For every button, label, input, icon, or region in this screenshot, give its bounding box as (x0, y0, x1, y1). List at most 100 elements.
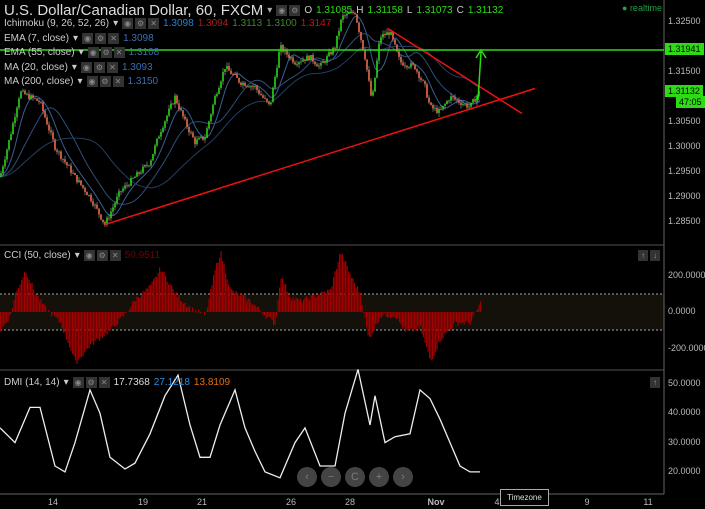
cci-bar (466, 312, 468, 321)
cci-bar (363, 312, 365, 313)
zoom-in-button[interactable]: + (369, 467, 389, 487)
candle-body (248, 86, 250, 88)
eye-icon[interactable]: ◉ (86, 76, 98, 87)
cci-bar (138, 297, 140, 312)
cci-bar (42, 304, 44, 312)
close-icon[interactable]: ✕ (108, 32, 120, 44)
gear-icon[interactable]: ⚙ (95, 32, 107, 44)
candle-body (178, 103, 180, 110)
candle-body (98, 208, 100, 215)
gear-icon[interactable]: ⚙ (289, 5, 301, 16)
candle-body (264, 97, 266, 99)
candle-body (96, 204, 98, 209)
indicator-name[interactable]: MA (200, close) (4, 76, 74, 87)
close-icon[interactable]: ✕ (148, 18, 160, 29)
candle-body (54, 139, 56, 150)
indicator-name[interactable]: EMA (55, close) (4, 47, 75, 58)
cci-bar (111, 312, 113, 327)
gear-icon[interactable]: ⚙ (96, 250, 108, 261)
candle-body (296, 64, 298, 66)
cci-bar (97, 312, 99, 339)
candle-body (64, 159, 66, 163)
scroll-right-button[interactable]: › (393, 467, 413, 487)
eye-icon[interactable]: ◉ (83, 250, 95, 261)
indicator-name[interactable]: Ichimoku (9, 26, 52, 26) (4, 18, 110, 29)
cci-bar (81, 312, 83, 358)
cci-bar (306, 296, 308, 312)
candle-body (164, 121, 166, 128)
candle-body (418, 71, 420, 78)
zoom-out-button[interactable]: − (321, 467, 341, 487)
cci-bar (381, 312, 383, 318)
eye-icon[interactable]: ◉ (80, 61, 92, 73)
close-icon[interactable]: ✕ (106, 61, 118, 73)
cci-bar (82, 312, 84, 356)
scroll-left-button[interactable]: ‹ (297, 467, 317, 487)
candle-body (384, 33, 386, 36)
candle-body (430, 102, 432, 105)
moving-average-line (0, 33, 481, 205)
indicator-value: 1.3098 (123, 32, 154, 44)
timezone-tooltip[interactable]: Timezone (500, 489, 549, 506)
candle-body (198, 137, 200, 140)
time-tick: 19 (137, 497, 149, 507)
gear-icon[interactable]: ⚙ (135, 18, 147, 29)
candle-body (268, 101, 270, 105)
close-icon[interactable]: ✕ (98, 377, 110, 388)
dmi-adx-value: 17.7368 (113, 377, 150, 388)
cci-bar (331, 286, 333, 312)
cci-title[interactable]: CCI (50, close) (4, 250, 71, 261)
eye-icon[interactable]: ◉ (87, 47, 99, 58)
symbol-title[interactable]: U.S. Dollar/Canadian Dollar, 60, FXCM (4, 2, 264, 19)
candle-body (272, 87, 274, 103)
indicator-name[interactable]: MA (20, close) (4, 61, 68, 73)
move-down-icon[interactable]: ↓ (650, 250, 660, 261)
close-icon[interactable]: ✕ (113, 47, 125, 58)
time-tick: 14 (47, 497, 59, 507)
eye-icon[interactable]: ◉ (122, 18, 134, 29)
time-tick: 11 (643, 497, 653, 507)
cci-bar (58, 312, 60, 323)
cci-bar (39, 300, 41, 312)
gear-icon[interactable]: ⚙ (99, 76, 111, 87)
candle-body (286, 49, 288, 55)
indicator-name[interactable]: EMA (7, close) (4, 32, 70, 44)
gear-icon[interactable]: ⚙ (93, 61, 105, 73)
reset-button[interactable]: C (345, 467, 365, 487)
cci-bar (36, 295, 38, 312)
cci-bar (223, 263, 225, 312)
cci-bar (411, 312, 413, 329)
eye-icon[interactable]: ◉ (276, 5, 288, 16)
gear-icon[interactable]: ⚙ (100, 47, 112, 58)
candle-body (476, 95, 478, 102)
candle-body (8, 140, 10, 150)
eye-icon[interactable]: ◉ (82, 32, 94, 44)
candle-body (102, 219, 104, 223)
cci-bar (63, 312, 65, 333)
candle-body (20, 91, 22, 99)
time-tick: 28 (344, 497, 356, 507)
candle-body (236, 74, 238, 78)
cci-bar (151, 281, 153, 312)
candle-body (32, 95, 34, 98)
cci-bar (259, 310, 261, 312)
candle-body (60, 151, 62, 159)
eye-icon[interactable]: ◉ (72, 377, 84, 388)
cci-bar (310, 295, 312, 312)
candle-body (160, 131, 162, 137)
close-icon[interactable]: ✕ (112, 76, 124, 87)
gear-icon[interactable]: ⚙ (85, 377, 97, 388)
cci-bar (387, 312, 389, 318)
dmi-title[interactable]: DMI (14, 14) (4, 377, 60, 388)
move-up-icon[interactable]: ↑ (650, 377, 660, 388)
candle-body (122, 188, 124, 192)
cci-bar (301, 302, 303, 312)
move-up-icon[interactable]: ↑ (638, 250, 648, 261)
candle-body (80, 180, 82, 186)
close-icon[interactable]: ✕ (109, 250, 121, 261)
cci-bar (175, 291, 177, 312)
dmi-minus-value: 13.8109 (193, 377, 231, 388)
cci-bar (307, 298, 309, 312)
candle-body (68, 165, 70, 166)
